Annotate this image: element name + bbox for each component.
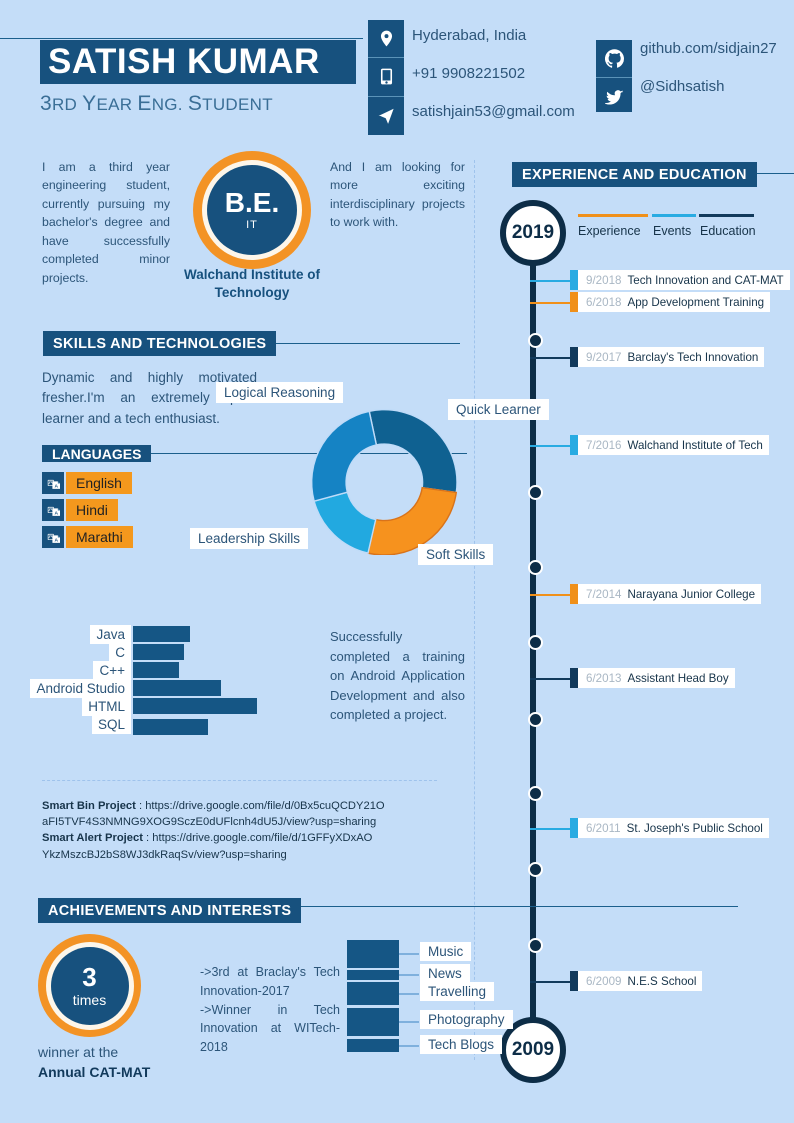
svg-text:A: A bbox=[54, 537, 58, 543]
svg-text:A: A bbox=[54, 510, 58, 516]
svg-text:A: A bbox=[54, 483, 58, 489]
